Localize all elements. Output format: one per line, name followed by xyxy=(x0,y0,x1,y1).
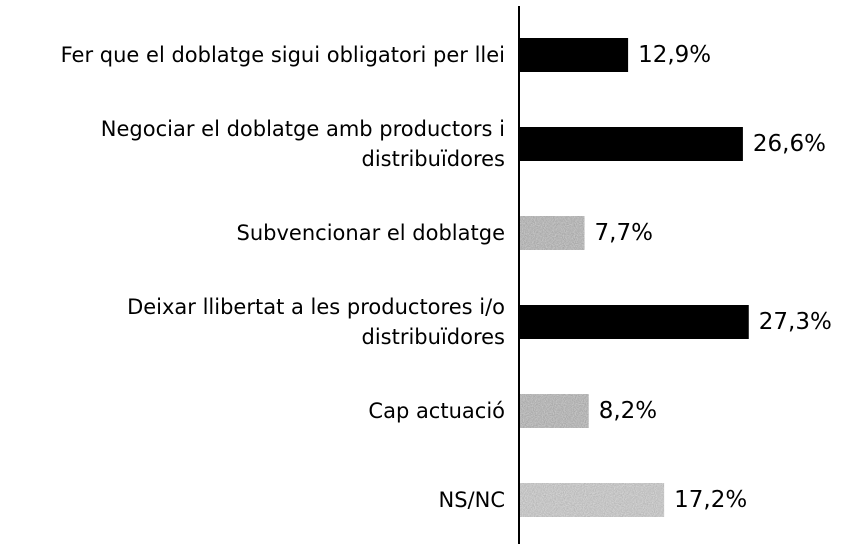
category-label: Deixar llibertat a les productores i/o d… xyxy=(127,295,505,349)
category-label: Subvencionar el doblatge xyxy=(236,221,505,245)
bar xyxy=(520,127,743,161)
bar xyxy=(520,394,589,428)
value-label: 12,9% xyxy=(638,42,712,68)
category-label: NS/NC xyxy=(438,488,506,512)
category-label: Negociar el doblatge amb productors i di… xyxy=(100,117,505,171)
bar xyxy=(520,38,629,72)
value-label: 7,7% xyxy=(594,220,653,246)
value-label: 27,3% xyxy=(758,309,832,335)
value-label: 26,6% xyxy=(752,131,826,157)
bar xyxy=(520,483,665,517)
bar xyxy=(520,216,585,250)
category-label: Cap actuació xyxy=(368,399,505,423)
bar xyxy=(520,305,749,339)
category-label: Fer que el doblatge sigui obligatori per… xyxy=(60,43,505,67)
value-label: 17,2% xyxy=(674,487,748,513)
value-label: 8,2% xyxy=(598,398,658,424)
